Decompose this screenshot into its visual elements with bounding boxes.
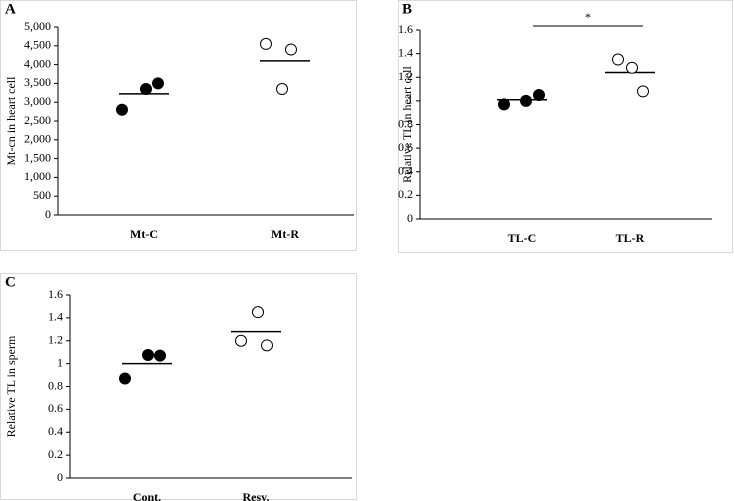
y-tick-label: 1 [57,355,63,369]
panel-letter: C [5,274,16,290]
y-tick-label: 0.2 [398,187,413,201]
y-tick-label: 1.4 [48,310,63,324]
y-tick-label: 0.8 [398,116,413,130]
data-point [119,372,131,385]
y-tick-label: 0.4 [48,424,63,438]
y-tick-label: 0.2 [48,447,63,461]
panel-letter: A [5,1,16,17]
y-tick-label: 1.2 [48,333,63,347]
data-point [252,306,264,319]
x-tick-label: Resv. [243,490,270,501]
panel-border [0,0,357,251]
data-point [276,83,288,96]
data-point [533,88,545,101]
y-tick-label: 1.6 [398,22,413,36]
y-tick-label: 1.2 [398,69,413,83]
y-tick-label: 0 [45,207,51,221]
x-tick-label: Mt-C [130,227,158,241]
y-tick-label: 3,000 [24,94,51,108]
panel-border [0,273,357,500]
data-point [626,61,638,74]
y-tick-label: 4,000 [24,56,51,70]
data-point [637,85,649,98]
y-tick-label: 1.6 [48,287,63,301]
panel-letter: B [402,1,412,17]
data-point [261,339,273,352]
y-tick-label: 0.8 [48,378,63,392]
data-point [498,98,510,111]
data-point [612,53,624,66]
y-tick-label: 2,000 [24,132,51,146]
data-point [235,334,247,347]
y-tick-label: 4,500 [24,38,51,52]
y-axis-label: Relative TL in heart cell [400,66,414,183]
y-tick-label: 1 [407,93,413,107]
y-tick-label: 0.4 [398,164,413,178]
data-point [285,43,297,56]
data-point [520,94,532,107]
data-point [154,349,166,362]
data-point [260,37,272,50]
y-tick-label: 5,000 [24,19,51,33]
y-tick-label: 0.6 [48,401,63,415]
x-tick-label: TL-R [616,231,645,245]
y-tick-label: 0 [57,470,63,484]
y-tick-label: 1,500 [24,150,51,164]
y-tick-label: 0 [407,211,413,225]
y-tick-label: 3,500 [24,75,51,89]
data-point [140,83,152,96]
data-point [116,103,128,116]
significance-mark: * [585,10,591,24]
x-tick-label: Cont. [133,490,161,501]
data-point [152,77,164,90]
y-axis-label: Relative TL in sperm [4,335,18,437]
panel-border [398,0,733,253]
y-tick-label: 1,000 [24,169,51,183]
y-tick-label: 500 [33,188,51,202]
y-tick-label: 2,500 [24,113,51,127]
x-tick-label: TL-C [508,231,537,245]
x-tick-label: Mt-R [271,227,299,241]
y-axis-label: Mt-cn in heart cell [4,76,18,166]
y-tick-label: 0.6 [398,140,413,154]
data-point [142,349,154,362]
y-tick-label: 1.4 [398,45,413,59]
